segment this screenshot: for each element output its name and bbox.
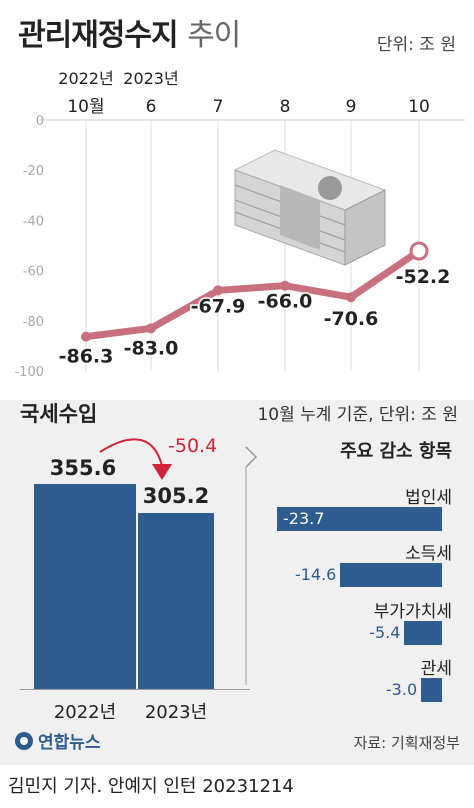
- data-point: [146, 323, 156, 334]
- money-stack-icon: [233, 149, 387, 266]
- y-axis-ticks: 0 -20 -40 -60 -80 -100: [14, 114, 44, 380]
- title-main: 관리재정수지: [18, 18, 179, 53]
- data-point: [346, 292, 356, 303]
- y-tick-label: -100: [14, 365, 44, 380]
- data-point: [81, 331, 91, 342]
- tax-year-2023: 2023년: [144, 702, 208, 723]
- section-divider: [245, 446, 258, 685]
- logo-text: 연합뉴스: [38, 733, 101, 753]
- decrease-category: 부가가치세: [373, 602, 452, 622]
- tax-bar-2023: [138, 513, 214, 689]
- y-tick-label: -60: [23, 265, 44, 280]
- x-tick-label: 6: [146, 97, 157, 117]
- x-axis-labels: 2022년 2023년 10월 6 7 8 9 10: [58, 69, 430, 117]
- tax-diff: -50.4: [168, 435, 218, 457]
- value-label: -66.0: [258, 291, 313, 313]
- title-sub: 추이: [187, 18, 241, 53]
- tax-bar-2022: [34, 484, 136, 689]
- y-tick-label: -40: [23, 214, 44, 229]
- x-tick-label: 8: [280, 97, 291, 117]
- value-labels: -86.3 -83.0 -67.9 -66.0 -70.6 -52.2: [57, 265, 452, 370]
- unit-label: 단위: 조 원: [376, 35, 456, 55]
- decrease-category: 관세: [420, 659, 452, 679]
- tax-unit: 10월 누계 기준, 단위: 조 원: [257, 405, 458, 425]
- value-label: -52.2: [396, 266, 451, 288]
- y-tick-label: -20: [23, 164, 44, 179]
- decrease-arrow-icon: [99, 438, 172, 480]
- decrease-category: 소득세: [405, 544, 452, 564]
- decrease-bar: [404, 621, 442, 645]
- decrease-value: -14.6: [294, 565, 337, 584]
- decrease-category: 법인세: [405, 488, 452, 508]
- yonhap-logo-icon: [15, 731, 33, 750]
- tax-year-2022: 2022년: [53, 702, 117, 723]
- x-tick-label: 10월: [67, 97, 104, 117]
- data-point: [213, 285, 223, 296]
- y-tick-label: -80: [23, 315, 44, 330]
- page-title: 관리재정수지 추이: [18, 10, 241, 54]
- tax-value-2022: 355.6: [49, 456, 117, 480]
- line-chart: 0 -20 -40 -60 -80 -100 2022년 2023년 10월 6 7 8 9 10 -8…: [14, 69, 465, 380]
- tax-value-2023: 305.2: [142, 484, 210, 508]
- decrease-bar: [340, 563, 442, 587]
- y-tick-label: 0: [36, 114, 44, 129]
- value-label: -70.6: [324, 308, 379, 330]
- bar-baseline: [20, 689, 250, 690]
- year-label-2023: 2023년: [123, 69, 178, 88]
- value-label: -86.3: [59, 346, 114, 368]
- year-label-2022: 2022년: [58, 69, 113, 88]
- tax-title: 국세수입: [20, 402, 98, 426]
- logo: 연합뉴스: [14, 728, 101, 753]
- decrease-value: -3.0: [385, 680, 418, 699]
- decrease-bar: [277, 507, 442, 531]
- data-points: [81, 241, 429, 342]
- credit: 김민지 기자. 안예지 인턴 20231214: [8, 776, 294, 797]
- x-tick-label: 9: [346, 97, 357, 117]
- data-point: [280, 280, 290, 291]
- decrease-value: -5.4: [369, 623, 401, 642]
- x-tick-label: 7: [213, 97, 224, 117]
- source: 자료: 기획재정부: [353, 734, 460, 752]
- value-label: -67.9: [191, 295, 246, 317]
- decrease-bar: [421, 678, 442, 702]
- x-tick-label: 10: [408, 97, 430, 117]
- data-point: [409, 241, 429, 261]
- decrease-value: -23.7: [283, 509, 325, 528]
- value-label: -83.0: [124, 337, 179, 359]
- deficit-line: [82, 247, 423, 341]
- decrease-title: 주요 감소 항목: [340, 441, 452, 462]
